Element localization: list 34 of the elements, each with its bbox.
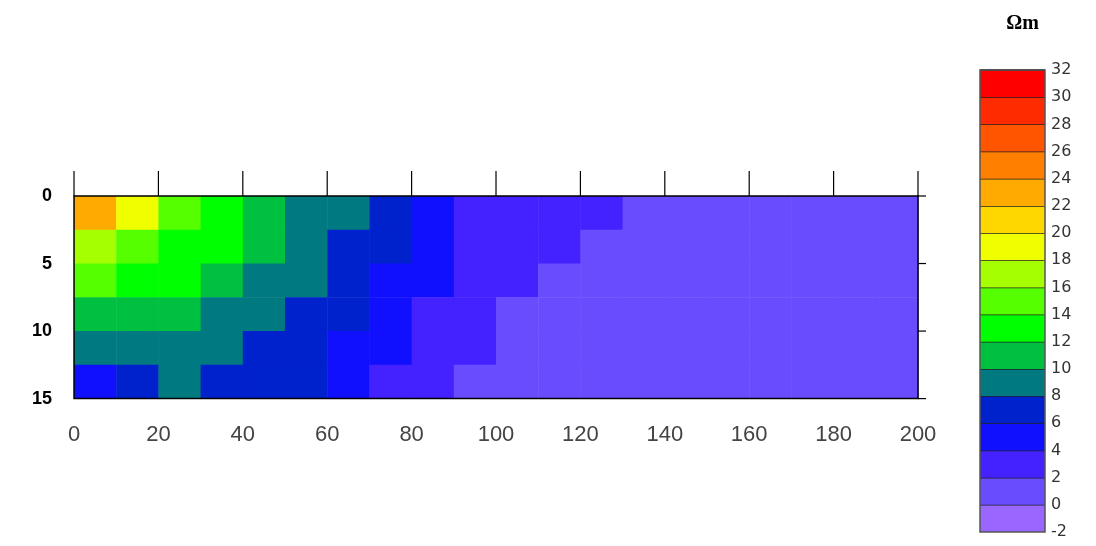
y-tick-label: 5 [42, 252, 53, 273]
x-tick-label: 140 [646, 420, 684, 446]
color-bar-label: 10 [1051, 358, 1072, 378]
x-tick-label: 0 [67, 420, 81, 446]
color-bar-label: 24 [1051, 167, 1072, 187]
x-tick-label: 60 [314, 420, 340, 446]
x-tick-label: 180 [815, 420, 852, 446]
color-bar-label: 8 [1051, 385, 1062, 405]
y-tick-label: 10 [31, 320, 53, 341]
x-tick-label: 100 [477, 420, 515, 446]
x-tick-label: 80 [399, 420, 424, 446]
color-bar-label: 14 [1051, 303, 1072, 323]
color-bar-label: 4 [1051, 439, 1062, 459]
x-tick-label: 160 [730, 420, 768, 446]
color-bar-title: Ωm [1006, 11, 1040, 34]
x-tick-label: 20 [146, 420, 171, 446]
y-tick-label: 0 [42, 184, 53, 205]
x-tick-label: 200 [899, 420, 937, 446]
y-tick-label: 15 [31, 387, 53, 408]
color-bar-label: 28 [1051, 113, 1072, 133]
x-tick-label: 120 [562, 420, 599, 446]
color-bar-label: 20 [1051, 222, 1072, 242]
color-bar-label: 32 [1051, 59, 1072, 79]
color-bar-label: 12 [1051, 330, 1072, 350]
color-bar-label: -2 [1051, 521, 1067, 541]
color-bar-label: 6 [1051, 412, 1062, 432]
color-bar-label: 18 [1051, 249, 1072, 269]
x-tick-label: 40 [230, 420, 256, 446]
color-bar-label: 26 [1051, 140, 1072, 160]
color-bar-label: 30 [1051, 86, 1072, 106]
color-bar-label: 16 [1051, 276, 1072, 296]
color-bar-label: 0 [1051, 493, 1062, 513]
color-bar-label: 2 [1051, 466, 1062, 486]
color-bar-label: 22 [1051, 195, 1072, 215]
